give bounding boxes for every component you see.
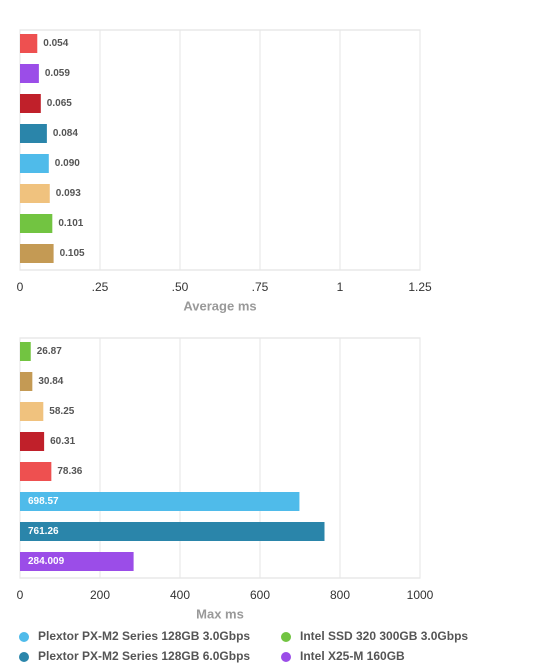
x-tick-label: 800 (330, 588, 350, 602)
legend-label: Intel X25-M 160GB (300, 649, 405, 663)
bar (20, 402, 44, 421)
legend-label: Plextor PX-M2 Series 128GB 3.0Gbps (38, 629, 250, 643)
bar (20, 184, 50, 203)
value-label: 0.090 (55, 158, 80, 169)
x-tick-label: 0 (17, 280, 24, 294)
bar (20, 124, 47, 143)
value-label: 761.26 (28, 526, 59, 537)
x-tick-label: .50 (172, 280, 189, 294)
x-tick-label: 1000 (407, 588, 434, 602)
plot-area (19, 337, 421, 579)
value-label: 58.25 (49, 406, 74, 417)
value-label: 284.009 (28, 556, 65, 567)
legend-label: Intel SSD 320 300GB 3.0Gbps (300, 629, 468, 643)
x-tick-label: 200 (90, 588, 110, 602)
bar (20, 552, 134, 571)
legend-swatch (19, 632, 29, 642)
bar (20, 462, 52, 481)
value-label: 0.105 (60, 248, 85, 259)
bar (20, 154, 49, 173)
x-axis-label: Average ms (183, 298, 256, 313)
value-label: 0.084 (53, 128, 78, 139)
x-tick-label: 1 (337, 280, 344, 294)
bar (20, 94, 41, 113)
bar (20, 342, 31, 361)
value-label: 0.054 (43, 38, 68, 49)
value-label: 26.87 (37, 346, 62, 357)
legend-swatch (281, 652, 291, 662)
bar (20, 492, 300, 511)
legend-swatch (281, 632, 291, 642)
bar (20, 372, 33, 391)
bar (20, 522, 325, 541)
bar (20, 432, 45, 451)
value-label: 0.065 (47, 98, 72, 109)
value-label: 0.093 (56, 188, 81, 199)
x-tick-label: 0 (17, 588, 24, 602)
value-label: 78.36 (57, 466, 82, 477)
value-label: 0.059 (45, 68, 70, 79)
legend-label: Plextor PX-M2 Series 128GB 6.0Gbps (38, 649, 250, 663)
plot-area (19, 29, 421, 271)
x-tick-label: .25 (92, 280, 109, 294)
x-tick-label: 600 (250, 588, 270, 602)
bar (20, 244, 54, 263)
value-label: 0.101 (58, 218, 83, 229)
x-tick-label: 1.25 (408, 280, 432, 294)
x-tick-label: 400 (170, 588, 190, 602)
legend-swatch (19, 652, 29, 662)
bar (20, 64, 39, 83)
x-tick-label: .75 (252, 280, 269, 294)
bar (20, 214, 53, 233)
value-label: 60.31 (50, 436, 75, 447)
x-axis-label: Max ms (196, 606, 244, 621)
value-label: 698.57 (28, 496, 59, 507)
bar (20, 34, 38, 53)
value-label: 30.84 (38, 376, 63, 387)
